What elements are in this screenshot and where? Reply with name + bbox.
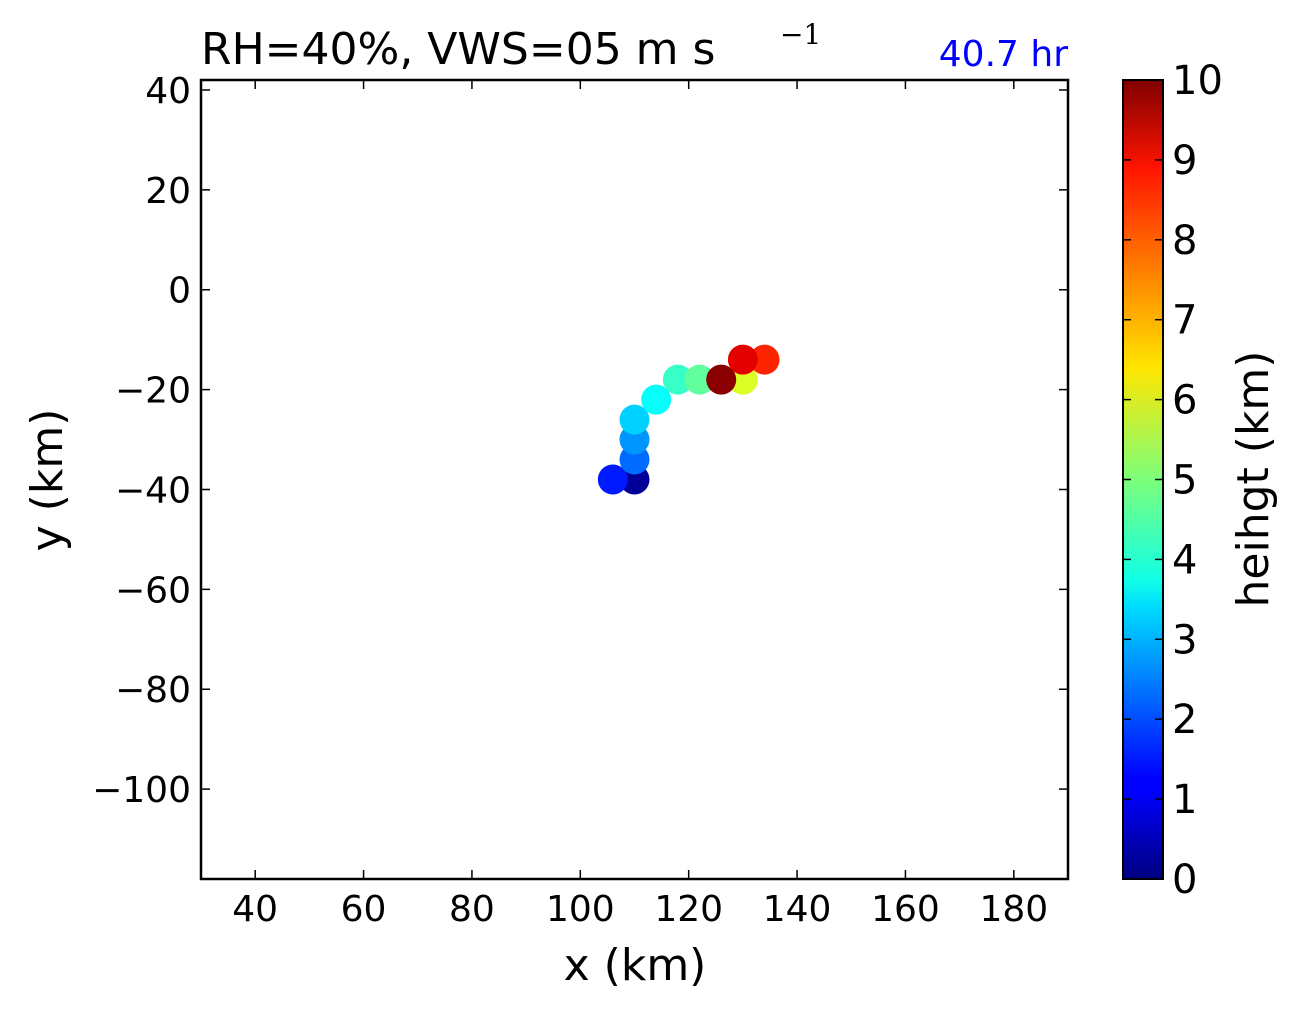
colorbar-tick-label: 4: [1172, 537, 1197, 583]
y-tick-label: −40: [115, 470, 191, 511]
x-tick-label: 80: [449, 889, 495, 930]
x-tick-label: 180: [979, 889, 1048, 930]
y-tick-label: −20: [115, 371, 191, 412]
y-tick-label: −80: [115, 670, 191, 711]
y-tick-label: 0: [168, 271, 191, 312]
y-tick-label: 40: [145, 71, 191, 112]
y-axis-ticks: 40 20 0 −20 −40 −60 −80 −100: [92, 71, 1068, 811]
y-axis-label: y (km): [22, 409, 73, 552]
data-point: [619, 404, 650, 435]
x-tick-label: 160: [871, 889, 940, 930]
data-point: [662, 364, 693, 395]
colorbar-label: heihgt (km): [1228, 351, 1279, 608]
x-tick-label: 140: [763, 889, 832, 930]
data-point: [727, 344, 758, 375]
data-point: [597, 464, 628, 495]
colorbar-tick-label: 10: [1172, 58, 1223, 104]
colorbar-tick-label: 2: [1172, 697, 1197, 743]
data-point: [641, 384, 672, 415]
colorbar-tick-label: 9: [1172, 138, 1197, 184]
chart-title: RH=40%, VWS=05 m s: [201, 24, 715, 75]
x-tick-label: 40: [232, 889, 278, 930]
y-tick-label: 20: [145, 171, 191, 212]
colorbar-tick-label: 1: [1172, 777, 1197, 823]
time-label: 40.7 hr: [939, 34, 1068, 75]
x-tick-label: 120: [654, 889, 723, 930]
x-axis-label: x (km): [564, 940, 707, 991]
colorbar-tick-label: 8: [1172, 218, 1197, 264]
colorbar-tick-label: 3: [1172, 617, 1197, 663]
colorbar-tick-label: 5: [1172, 458, 1197, 504]
plot-frame: [199, 78, 1070, 881]
y-tick-label: −60: [115, 570, 191, 611]
x-tick-label: 60: [341, 889, 387, 930]
data-point: [684, 364, 715, 395]
chart-title-superscript: −1: [780, 18, 821, 51]
colorbar-ticks: 0 1 2 3 4 5 6 7 8 9 10: [1123, 58, 1223, 903]
points-layer: [597, 344, 780, 495]
colorbar-tick-label: 6: [1172, 378, 1197, 424]
data-point: [706, 364, 737, 395]
colorbar-tick-label: 7: [1172, 298, 1197, 344]
data-point: [749, 344, 780, 375]
colorbar-tick-label: 0: [1172, 857, 1197, 903]
x-tick-label: 100: [546, 889, 615, 930]
y-tick-label: −100: [92, 770, 191, 811]
x-axis-ticks: 40 60 80 100 120 140 160 180: [232, 80, 1048, 930]
